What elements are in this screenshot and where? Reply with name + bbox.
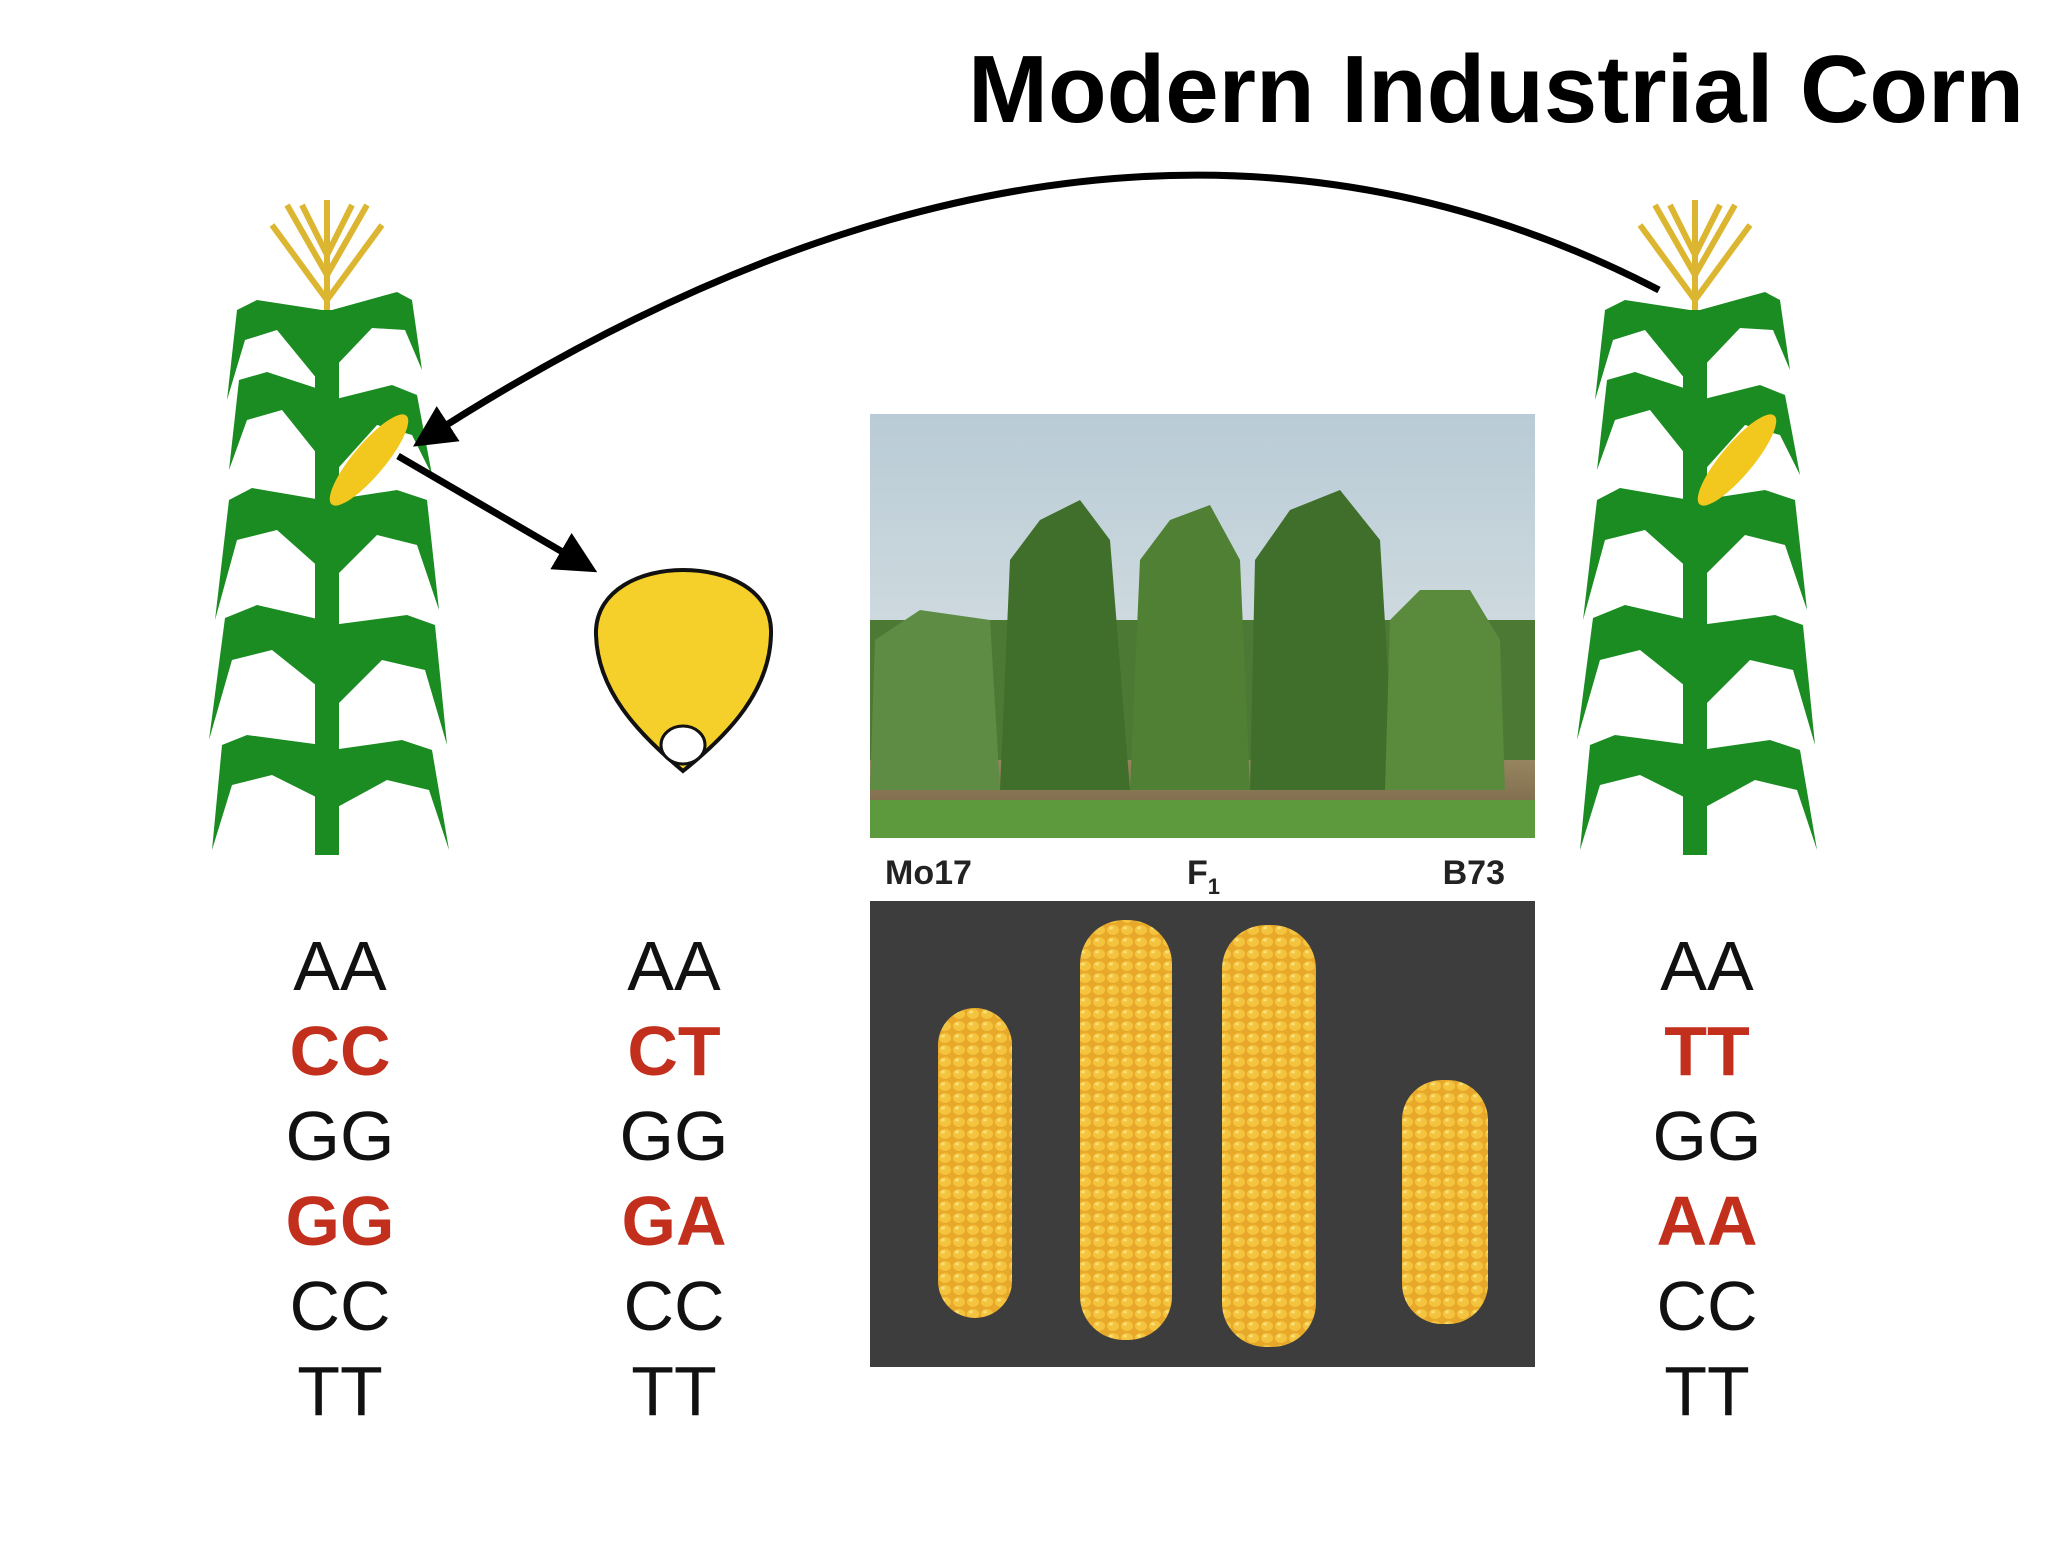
genotype: CT (627, 1012, 720, 1090)
genotype: GG (1653, 1097, 1762, 1175)
genotype: CC (289, 1267, 390, 1345)
genotype: TT (1664, 1012, 1750, 1090)
seed-arrow (396, 452, 598, 573)
genotype: GA (622, 1182, 727, 1260)
field-photo (870, 414, 1535, 838)
genotype: TT (1664, 1352, 1750, 1430)
parent-plant (209, 200, 449, 855)
genotype: GG (286, 1182, 395, 1260)
genotype: TT (631, 1352, 717, 1430)
title: Modern Industrial Corn (968, 36, 2024, 143)
genotype: TT (297, 1352, 383, 1430)
genotype: AA (1656, 1182, 1757, 1260)
genotype: GG (620, 1097, 729, 1175)
photo-label: F1 (1187, 854, 1220, 899)
genotype: CC (1656, 1267, 1757, 1345)
photo-label: B73 (1443, 854, 1505, 892)
ears-photo (870, 901, 1535, 1367)
pollination-arrow (412, 171, 1661, 447)
parent-plant (1577, 200, 1817, 855)
genotype: AA (1660, 927, 1754, 1005)
genotype: CC (289, 1012, 390, 1090)
photo-label-main: F (1187, 854, 1208, 892)
genotype: AA (293, 927, 387, 1005)
genotype: AA (627, 927, 721, 1005)
genotype: GG (286, 1097, 395, 1175)
photo-label: Mo17 (885, 854, 972, 892)
genotype: CC (623, 1267, 724, 1345)
kernel (593, 567, 774, 774)
photo-label-subscript: 1 (1208, 874, 1220, 899)
